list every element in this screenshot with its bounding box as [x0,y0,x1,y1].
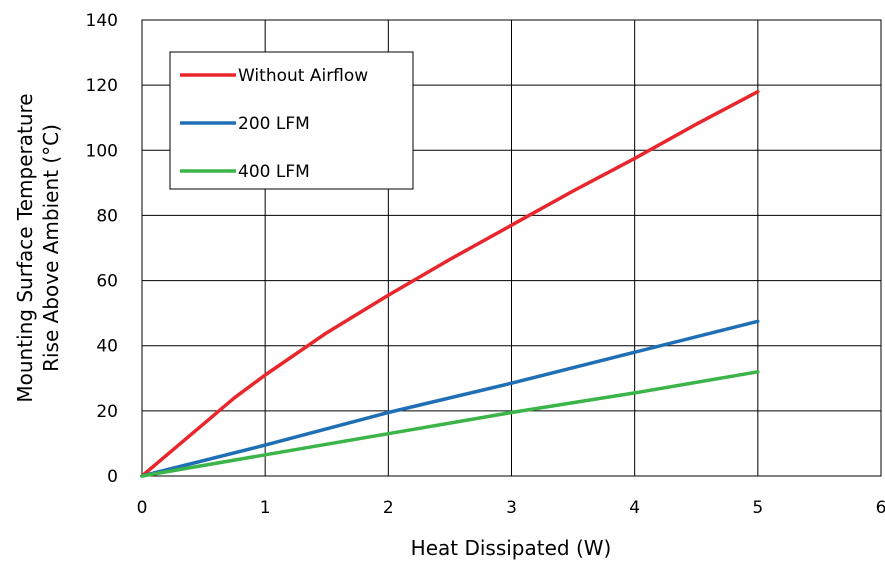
x-tick-label: 4 [629,498,640,518]
legend-label-400-lfm: 400 LFM [238,162,310,182]
x-tick-labels: 0 1 2 3 4 5 6 [137,498,885,518]
y-tick-label: 60 [96,272,118,292]
y-tick-labels: 0 20 40 60 80 100 120 140 [86,11,118,487]
series-line-400-lfm [140,370,760,478]
x-tick-label: 6 [876,498,885,518]
y-tick-label: 120 [86,76,118,96]
x-tick-label: 2 [383,498,394,518]
x-tick-label: 1 [260,498,271,518]
legend-label-200-lfm: 200 LFM [238,114,310,134]
series-layer [140,89,760,478]
y-tick-label: 40 [96,337,118,357]
y-tick-label: 100 [86,141,118,161]
x-tick-label: 5 [752,498,763,518]
plot-border [141,19,882,477]
y-axis-title-line-1: Mounting Surface Temperature [13,93,37,402]
x-tick-label: 3 [506,498,517,518]
y-tick-label: 140 [86,11,118,31]
legend: Without Airflow 200 LFM 400 LFM [169,51,414,190]
y-axis-title-line-2: Rise Above Ambient (°C) [39,124,63,372]
series-line-without-airflow [140,89,760,478]
legend-label-without-airflow: Without Airflow [238,66,368,86]
series-line-200-lfm [140,319,760,478]
x-tick-label: 0 [137,498,148,518]
x-axis-title: Heat Dissipated (W) [411,536,612,560]
y-tick-label: 80 [96,206,118,226]
y-tick-label: 20 [96,402,118,422]
y-tick-label: 0 [107,467,118,487]
